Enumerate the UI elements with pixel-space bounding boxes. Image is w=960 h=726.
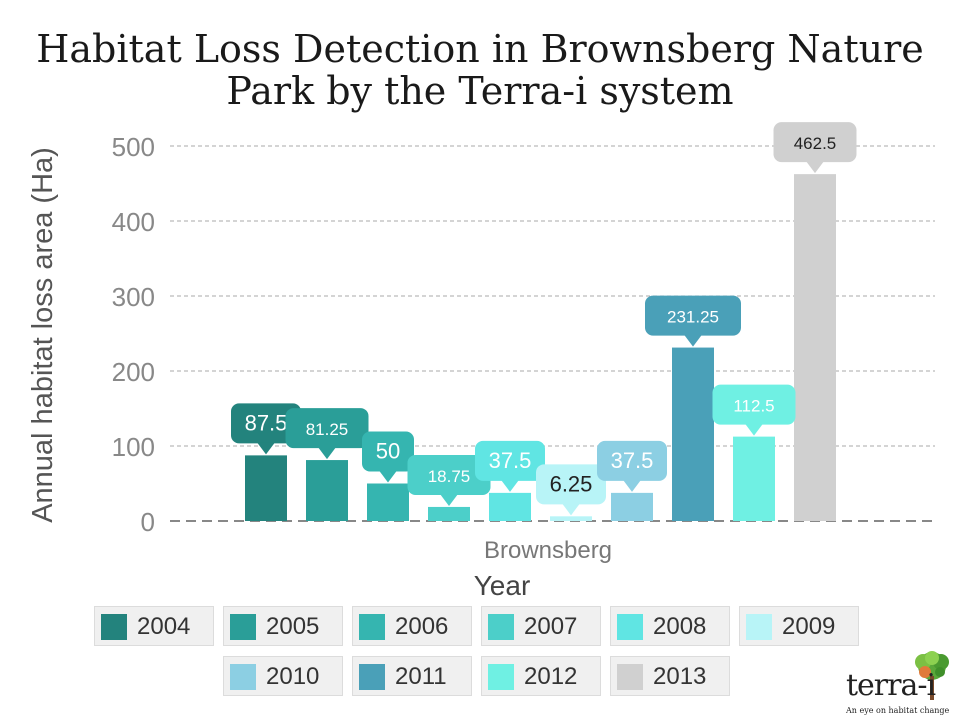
- legend-label: 2004: [137, 613, 191, 640]
- y-tick-label: 0: [141, 507, 155, 537]
- legend-swatch: [230, 614, 256, 640]
- legend-swatch: [617, 614, 643, 640]
- y-tick-label: 400: [112, 207, 155, 237]
- chart-title-line-2: Park by the Terra-i system: [226, 69, 734, 113]
- legend-label: 2008: [653, 613, 707, 640]
- legend-swatch: [359, 614, 385, 640]
- legend-item-2007: 2007: [481, 606, 601, 646]
- data-label-2007: 18.75: [407, 454, 491, 506]
- data-label-2013: 462.5: [773, 122, 857, 174]
- data-labels: 87.5 81.25 50 18.75 37.5 6.25 37.5 231.25 112.5 4…: [231, 122, 857, 516]
- bar-2010: [611, 492, 653, 521]
- terra-i-logo: terra-i An eye on habitat change: [840, 650, 955, 722]
- legend-label: 2012: [524, 663, 578, 690]
- legend-swatch: [488, 614, 514, 640]
- legend-item-2011: 2011: [352, 656, 472, 696]
- legend-label: 2010: [266, 663, 320, 690]
- data-label-text: 81.25: [306, 420, 349, 439]
- data-label-text: 87.5: [245, 410, 288, 435]
- legend-item-2005: 2005: [223, 606, 343, 646]
- legend-label: 2005: [266, 613, 320, 640]
- legend-label: 2009: [782, 613, 836, 640]
- y-tick-label: 100: [112, 432, 155, 462]
- bar-2007: [428, 506, 470, 521]
- data-label-text: 37.5: [611, 448, 654, 473]
- y-tick-label: 500: [112, 132, 155, 162]
- data-label-2011: 231.25: [645, 295, 741, 347]
- data-label-text: 50: [376, 439, 400, 464]
- category-label: Brownsberg: [484, 537, 612, 564]
- data-label-text: 231.25: [667, 308, 719, 327]
- legend-label: 2013: [653, 663, 707, 690]
- data-label-2006: 50: [362, 431, 414, 483]
- bar-2011: [672, 347, 714, 521]
- bar-2005: [306, 460, 348, 521]
- legend-swatch: [746, 614, 772, 640]
- bars: [245, 174, 836, 521]
- bar-2009: [550, 516, 592, 521]
- data-label-2005: 81.25: [285, 408, 369, 460]
- y-tick-labels: 0 100 200 300 400 500: [112, 132, 155, 537]
- chart-title: Habitat Loss Detection in Brownsberg Nat…: [0, 28, 960, 112]
- bar-2008: [489, 492, 531, 521]
- data-label-text: 112.5: [733, 397, 774, 416]
- legend-swatch: [101, 614, 127, 640]
- legend-swatch: [230, 664, 256, 690]
- data-label-2009: 6.25: [536, 464, 606, 516]
- legend-item-2006: 2006: [352, 606, 472, 646]
- legend-item-2009: 2009: [739, 606, 859, 646]
- data-label-2010: 37.5: [597, 440, 667, 492]
- data-label-2004: 87.5: [231, 403, 301, 455]
- y-tick-label: 200: [112, 357, 155, 387]
- bar-2013: [794, 174, 836, 521]
- legend-label: 2011: [395, 663, 447, 690]
- bar-2006: [367, 483, 409, 521]
- y-axis-label: Annual habitat loss area (Ha): [27, 147, 59, 523]
- data-label-2012: 112.5: [712, 384, 796, 436]
- legend-item-2010: 2010: [223, 656, 343, 696]
- legend-item-2004: 2004: [94, 606, 214, 646]
- legend-item-2013: 2013: [610, 656, 730, 696]
- bar-2012: [733, 436, 775, 521]
- legend-swatch: [488, 664, 514, 690]
- legend-swatch: [617, 664, 643, 690]
- logo-text: terra-i: [846, 668, 936, 703]
- legend-label: 2007: [524, 613, 578, 640]
- chart-title-line-1: Habitat Loss Detection in Brownsberg Nat…: [36, 27, 924, 71]
- legend-label: 2006: [395, 613, 449, 640]
- data-label-text: 462.5: [794, 134, 837, 153]
- data-label-text: 18.75: [428, 467, 471, 486]
- y-tick-label: 300: [112, 282, 155, 312]
- logo-tagline: An eye on habitat change: [846, 706, 950, 715]
- tree-icon: [915, 651, 949, 700]
- legend-swatch: [359, 664, 385, 690]
- legend-item-2012: 2012: [481, 656, 601, 696]
- data-label-2008: 37.5: [475, 440, 545, 492]
- x-axis-label: Year: [474, 570, 531, 600]
- legend-item-2008: 2008: [610, 606, 730, 646]
- bar-chart: 0 100 200 300 400 500 87.5 81.25 50 18.75 37.5 6.2…: [27, 122, 935, 600]
- bar-2004: [245, 455, 287, 521]
- data-label-text: 6.25: [550, 471, 593, 496]
- data-label-text: 37.5: [489, 448, 532, 473]
